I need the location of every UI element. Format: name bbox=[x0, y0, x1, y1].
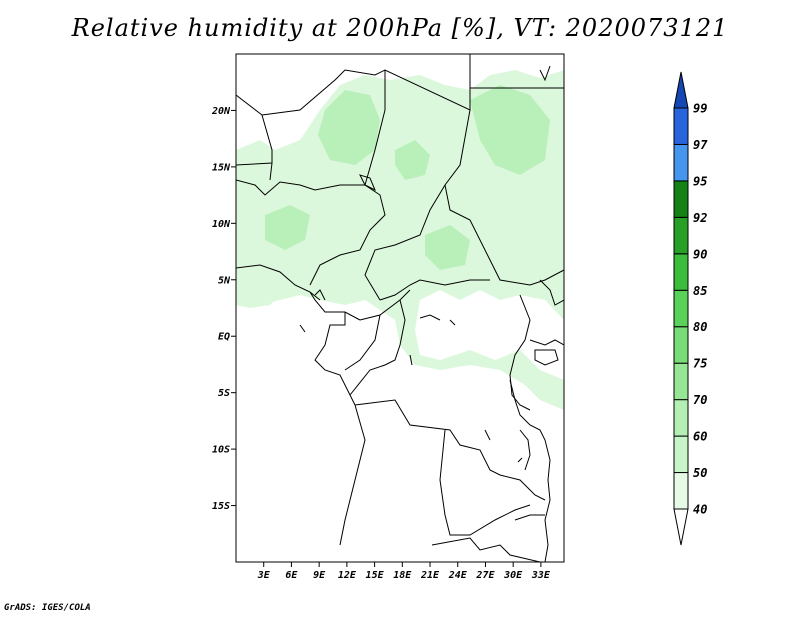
lat-tick-label: 15S bbox=[212, 501, 230, 512]
colorbar-label: 95 bbox=[693, 174, 707, 188]
humidity-patch-1 bbox=[318, 90, 380, 165]
colorbar-box bbox=[673, 143, 689, 182]
grads-credit: GrADS: IGES/COLA bbox=[4, 603, 91, 613]
humidity-patch-5 bbox=[395, 140, 430, 180]
lon-tick-label: 3E bbox=[257, 570, 271, 581]
map-frame bbox=[235, 53, 565, 563]
humidity-patch-2 bbox=[470, 85, 550, 175]
lat-tick-label: 10N bbox=[212, 219, 231, 230]
colorbar-label: 85 bbox=[693, 284, 707, 298]
lat-tick-label: 10S bbox=[212, 445, 230, 456]
lon-tick-label: 15E bbox=[366, 570, 385, 581]
lat-tick-label: EQ bbox=[218, 332, 230, 343]
lon-tick-label: 18E bbox=[393, 570, 412, 581]
lat-tick-label: 20N bbox=[211, 106, 231, 117]
colorbar-box bbox=[673, 435, 689, 474]
lon-tick-label: 12E bbox=[338, 570, 357, 581]
lon-tick-label: 6E bbox=[285, 570, 298, 581]
colorbar-label: 50 bbox=[693, 466, 707, 480]
colorbar-bottom-arrow bbox=[673, 508, 689, 546]
lat-tick-label: 5S bbox=[218, 388, 230, 399]
colorbar-label: 80 bbox=[693, 320, 707, 334]
lat-tick-label: 5N bbox=[218, 275, 231, 286]
humidity-patch-3 bbox=[265, 205, 310, 250]
colorbar-label: 75 bbox=[693, 357, 707, 371]
lon-tick-label: 33E bbox=[531, 570, 551, 581]
colorbar-box bbox=[673, 253, 689, 291]
colorbar-label: 60 bbox=[693, 430, 707, 444]
humidity-region-west bbox=[236, 265, 285, 308]
latitude-axis: 20N 15N 10N 5N EQ 5S 10S 15S bbox=[211, 106, 236, 512]
colorbar-label: 99 bbox=[693, 102, 707, 116]
colorbar-box bbox=[673, 472, 689, 510]
colorbar-box bbox=[673, 326, 689, 364]
country-borders bbox=[236, 54, 564, 562]
colorbar-top-arrow bbox=[673, 71, 689, 109]
colorbar-box bbox=[673, 107, 689, 145]
lon-tick-label: 24E bbox=[448, 570, 468, 581]
humidity-patch-4 bbox=[425, 225, 470, 270]
colorbar-box bbox=[673, 289, 689, 328]
colorbar-label: 40 bbox=[693, 503, 707, 517]
colorbar-label: 92 bbox=[693, 211, 707, 225]
lon-tick-label: 27E bbox=[475, 570, 495, 581]
colorbar-label: 90 bbox=[693, 247, 707, 261]
chart-title: Relative humidity at 200hPa [%], VT: 202… bbox=[71, 14, 729, 42]
humidity-region-north bbox=[236, 70, 564, 410]
colorbar: 40 50 60 70 75 80 85 90 92 95 97 99 bbox=[673, 71, 708, 546]
lat-tick-label: 15N bbox=[212, 162, 231, 173]
humidity-field bbox=[236, 70, 564, 410]
colorbar-box bbox=[673, 362, 689, 401]
lon-tick-label: 21E bbox=[420, 570, 440, 581]
colorbar-label: 97 bbox=[693, 138, 708, 152]
colorbar-label: 70 bbox=[693, 393, 707, 407]
colorbar-box bbox=[673, 216, 689, 255]
colorbar-box bbox=[673, 180, 689, 218]
longitude-axis: 3E 6E 9E 12E 15E 18E 21E 24E 27E 30E 33E bbox=[257, 562, 551, 581]
colorbar-box bbox=[673, 399, 689, 437]
lon-tick-label: 30E bbox=[503, 570, 523, 581]
lon-tick-label: 9E bbox=[313, 570, 326, 581]
